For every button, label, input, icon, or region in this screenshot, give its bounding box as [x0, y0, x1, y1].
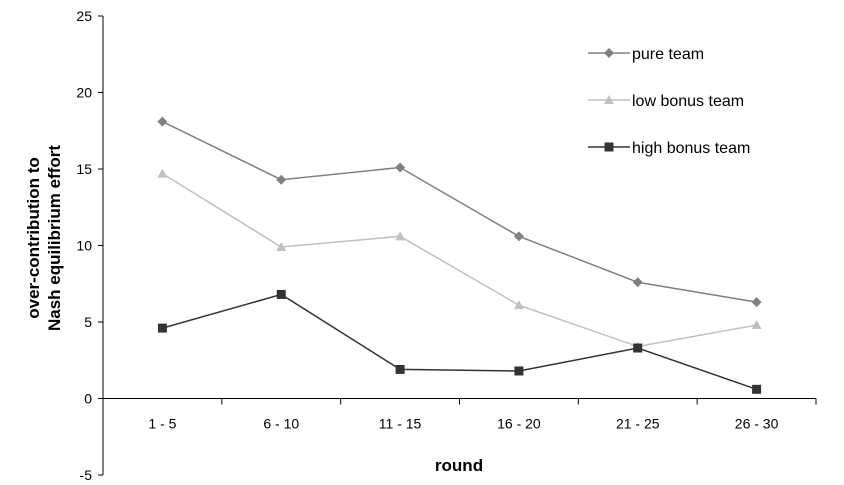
- data-point-pure-team: [276, 174, 287, 185]
- legend-item: high bonus team: [588, 140, 750, 157]
- y-tick-label: 15: [76, 161, 92, 177]
- data-point-pure-team: [513, 231, 524, 242]
- series-line-low-bonus-team: [162, 172, 757, 348]
- legend-item: low bonus team: [588, 93, 744, 110]
- x-tick-label: 21 - 25: [616, 416, 660, 432]
- data-point-high-bonus-team: [157, 323, 167, 333]
- y-axis-title-line-1: over-contribution to: [24, 157, 43, 318]
- legend: pure team low bonus team high bonus team: [588, 46, 750, 157]
- legend-item: pure team: [588, 46, 704, 63]
- data-point-high-bonus-team: [752, 384, 762, 394]
- legend-label: pure team: [632, 46, 704, 63]
- data-point-low-bonus-team: [157, 168, 168, 178]
- legend-label: high bonus team: [632, 140, 750, 157]
- axes: [102, 16, 816, 475]
- y-tick-label: 25: [76, 8, 92, 24]
- x-tick-label: 26 - 30: [735, 416, 779, 432]
- legend-marker: [604, 95, 614, 104]
- series-high-bonus-team: [157, 289, 762, 394]
- y-tick-label: 0: [84, 391, 92, 407]
- y-tick-label: -5: [80, 467, 93, 483]
- series-line-pure-team: [162, 120, 757, 303]
- y-tick-label: 5: [84, 314, 92, 330]
- legend-marker: [604, 48, 614, 58]
- x-axis-title: round: [435, 456, 483, 475]
- data-point-high-bonus-team: [276, 289, 286, 299]
- series-line-high-bonus-team: [162, 293, 757, 391]
- legend-marker: [604, 142, 614, 152]
- data-point-low-bonus-team: [751, 320, 762, 330]
- data-point-high-bonus-team: [395, 364, 405, 374]
- data-point-pure-team: [632, 277, 643, 288]
- y-ticks: -5 0 5 10 15 20 25: [76, 8, 103, 483]
- x-tick-label: 11 - 15: [379, 416, 422, 432]
- data-point-low-bonus-team: [276, 242, 287, 252]
- series-pure-team: [157, 116, 762, 308]
- series-low-bonus-team: [157, 168, 762, 351]
- data-point-high-bonus-team: [633, 343, 643, 353]
- x-ticks: 1 - 5 6 - 10 11 - 15 16 - 20 21 - 25 26 - 30: [102, 398, 817, 432]
- x-tick-label: 6 - 10: [263, 416, 299, 432]
- legend-label: low bonus team: [632, 93, 744, 110]
- data-point-pure-team: [751, 297, 762, 308]
- data-point-pure-team: [157, 116, 168, 127]
- data-point-low-bonus-team: [395, 231, 406, 241]
- x-tick-label: 1 - 5: [148, 416, 176, 432]
- data-point-low-bonus-team: [513, 300, 524, 310]
- x-tick-label: 16 - 20: [497, 416, 541, 432]
- y-tick-label: 10: [76, 238, 92, 254]
- y-axis-title-line-2: Nash equilibrium effort: [45, 145, 64, 331]
- series-layer: [157, 116, 762, 394]
- data-point-high-bonus-team: [514, 366, 524, 376]
- data-point-pure-team: [395, 162, 406, 173]
- y-tick-label: 20: [76, 85, 92, 101]
